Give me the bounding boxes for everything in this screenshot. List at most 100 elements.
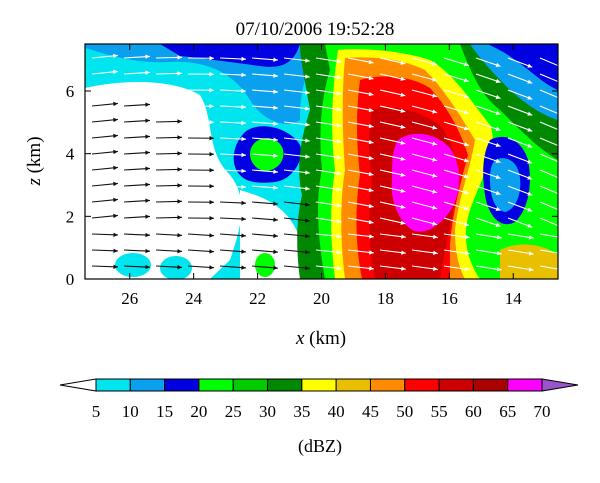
wind-vector [315,265,342,271]
wind-vector [315,137,342,144]
wind-vector [91,232,119,237]
wind-vector [283,137,310,143]
wind-vector [219,265,246,270]
wind-vector [411,137,438,146]
colorbar-over-triangle [541,378,579,392]
wind-vector [443,185,470,195]
x-tick-label: 16 [441,289,458,308]
colorbar-level-label: 5 [92,402,101,421]
wind-vector [91,117,118,123]
colorbar-level-label: 60 [465,402,482,421]
wind-vector [91,181,118,187]
wind-vector [539,153,558,163]
wind-vector [507,169,533,180]
wind-vector [347,89,374,97]
wind-vector [219,200,246,206]
wind-vector [411,217,438,226]
wind-vector [283,169,310,175]
wind-vector [443,249,470,256]
field-darkblue-topright [488,44,558,90]
wind-vector [443,105,470,115]
wind-vector [91,85,118,91]
wind-vector [91,248,119,253]
x-tick-label: 26 [121,289,138,308]
wind-vector [443,89,470,99]
wind-vector [219,72,246,78]
wind-vector [379,105,406,113]
wind-vector [91,53,118,59]
colorbar-swatch [301,378,337,392]
wind-vector [379,233,406,239]
wind-vector [155,167,183,172]
wind-vector [411,233,438,239]
wind-vector [539,137,558,147]
colorbar-swatch [198,378,234,392]
wind-vector [443,57,470,67]
wind-vector [187,233,214,238]
wind-vector [315,217,342,224]
field-magenta-core [391,133,460,232]
wind-vector [539,89,558,99]
y-tick-label: 0 [66,270,75,289]
wind-vector [411,249,438,255]
wind-vector [283,185,310,191]
wind-vector [539,121,558,131]
wind-vector [379,137,406,145]
wind-vector [475,137,501,147]
wind-vector [155,233,182,238]
wind-vector [507,105,533,116]
wind-vector [411,153,438,162]
wind-vector [251,249,278,254]
wind-vector [187,168,215,173]
colorbar-swatch [472,378,509,392]
colorbar-swatch [232,378,269,392]
wind-vector [315,57,342,64]
wind-vector [123,264,150,270]
wind-vector [507,57,533,68]
wind-vector [219,136,246,142]
colorbar-level-label: 65 [499,402,516,421]
wind-vector [379,73,406,81]
wind-vector [507,265,534,272]
x-tick-label: 22 [249,289,266,308]
wind-vector [475,169,501,179]
wind-vector [507,73,533,84]
wind-vector [411,73,438,82]
wind-vector [379,249,406,255]
wind-vector [123,150,150,155]
y-tick-label: 6 [66,82,75,101]
wind-vector [283,265,310,271]
wind-vector [443,201,470,211]
colorbar-level-label: 30 [259,402,276,421]
wind-vector [91,197,118,203]
colorbar-level-label: 35 [293,402,310,421]
wind-vector [219,120,246,126]
wind-vector [155,119,183,124]
colorbar-swatch [369,378,406,392]
wind-vector [123,134,150,139]
wind-vector [347,105,374,113]
wind-vector [155,215,183,220]
wind-vector [475,105,501,115]
wind-vector [251,89,278,94]
wind-vector [187,249,214,254]
wind-vector [379,217,406,225]
wind-vector [475,73,501,83]
wind-vector [315,249,342,255]
wind-vector [123,102,150,107]
wind-vector [91,213,118,219]
wind-vector [507,233,534,240]
colorbar-level-label: 70 [534,402,551,421]
wind-vector [155,265,182,270]
field-gold-bottomright [500,244,558,279]
wind-vector [283,89,310,95]
wind-vector [507,153,533,164]
wind-vector [283,217,310,223]
wind-vector [475,57,501,67]
colorbar-swatch [267,378,303,392]
wind-vector [379,89,406,97]
colorbar-swatch [438,378,474,392]
wind-vector [91,264,119,269]
wind-vector [443,265,470,272]
chart-title: 07/10/2006 19:52:28 [236,19,395,40]
